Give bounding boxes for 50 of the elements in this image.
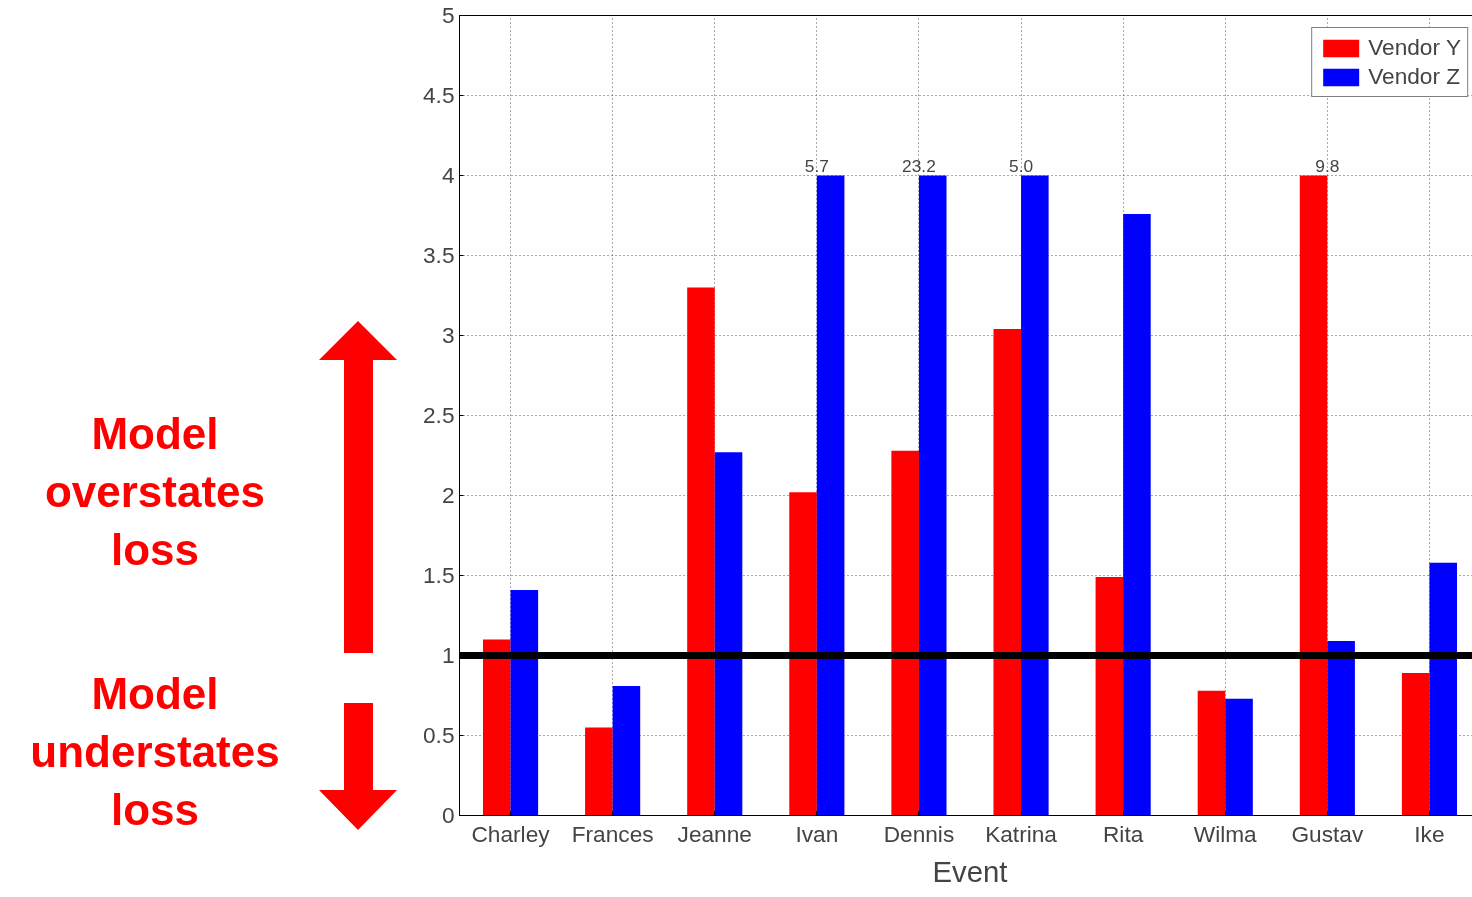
text: Model overstates loss (43, 408, 267, 576)
y-tick-label: 2 (441, 482, 455, 508)
bar (891, 450, 919, 816)
y-tick-label: 0.5 (423, 722, 455, 748)
x-tick-label: Gustav (1291, 820, 1364, 847)
bar (510, 589, 539, 816)
bar (585, 727, 613, 816)
x-tick-label: Katrina (985, 820, 1058, 847)
y-tick-label: 3 (441, 322, 455, 348)
text: Model understates loss (29, 668, 281, 836)
annotation: 5.7 (804, 155, 829, 176)
y-tick-label: 1.5 (423, 562, 455, 588)
x-tick-label: Wilma (1193, 820, 1258, 847)
bar (1095, 577, 1124, 816)
y-tick-label: 1 (441, 642, 455, 668)
bar (1123, 213, 1151, 816)
x-tick-label: Rita (1103, 820, 1144, 847)
legend-label: Vendor Y (1368, 34, 1461, 61)
y-tick-label: 0 (441, 802, 455, 828)
x-tick-label: Charley (471, 820, 551, 847)
bar (1429, 562, 1458, 816)
bar (789, 492, 817, 816)
y-tick-label: 4.5 (423, 82, 455, 108)
bar (1401, 673, 1430, 816)
annotation: 5.0 (1009, 155, 1034, 176)
bar (612, 685, 641, 816)
x-tick-label: Dennis (883, 820, 955, 847)
y-tick-label: 5 (441, 2, 455, 28)
bar (1197, 690, 1226, 816)
annotation: 23.2 (902, 155, 936, 176)
x-tick-label: Frances (571, 820, 654, 847)
y-tick-label: 3.5 (423, 242, 455, 268)
bar (816, 175, 845, 816)
bar (1327, 641, 1355, 816)
bar (482, 639, 511, 816)
bar (714, 452, 743, 816)
x-axis-title: Event (932, 854, 1008, 888)
bar (1021, 175, 1049, 816)
bar (687, 287, 715, 816)
x-tick-label: Jeanne (677, 820, 752, 847)
bar (918, 175, 947, 816)
bar (993, 329, 1022, 816)
bar (1299, 175, 1328, 816)
x-tick-label: Ike (1414, 820, 1445, 847)
legend-label: Vendor Z (1368, 63, 1461, 90)
x-tick-label: Ivan (795, 820, 839, 847)
annotation: 9.8 (1315, 155, 1340, 176)
y-tick-label: 2.5 (423, 402, 455, 428)
y-tick-label: 4 (441, 162, 455, 188)
bar (1225, 698, 1253, 816)
